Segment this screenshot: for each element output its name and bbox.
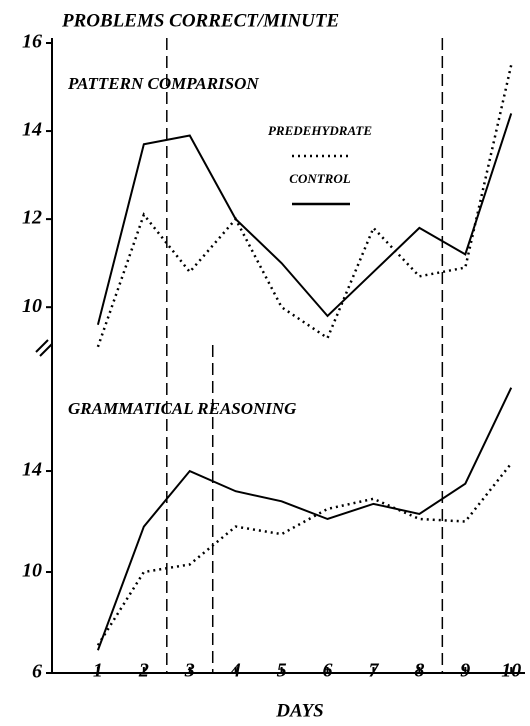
line-series [96,387,513,651]
y-tick-label: 16 [22,31,42,53]
x-tick-label: 10 [501,660,521,682]
y-axis-label: PROBLEMS CORRECT/MINUTE [61,10,339,31]
x-axis-label: DAYS [275,700,324,721]
y-tick-label: 12 [22,207,42,229]
axis-break [35,339,53,357]
x-tick-label: 6 [323,660,333,682]
legend-label: PREDEHYDRATE [268,123,372,138]
line-series [96,64,513,348]
x-tick-label: 9 [460,660,470,682]
x-tick-label: 4 [230,660,241,682]
legend-label: CONTROL [289,171,350,186]
x-tick-label: 2 [138,660,149,682]
x-tick-label: 7 [368,660,379,682]
panel-title: GRAMMATICAL REASONING [68,399,297,418]
y-tick-label: 14 [22,119,42,141]
line-series [96,462,513,646]
y-tick-label: 6 [32,661,42,683]
y-tick-label: 10 [22,295,42,317]
x-tick-label: 8 [414,660,424,682]
y-tick-label: 14 [22,459,42,481]
x-tick-label: 1 [93,660,103,682]
line-series [96,113,513,326]
x-tick-label: 3 [184,660,195,682]
x-tick-label: 5 [277,660,287,682]
y-tick-label: 10 [22,560,42,582]
panel-title: PATTERN COMPARISON [67,74,259,93]
